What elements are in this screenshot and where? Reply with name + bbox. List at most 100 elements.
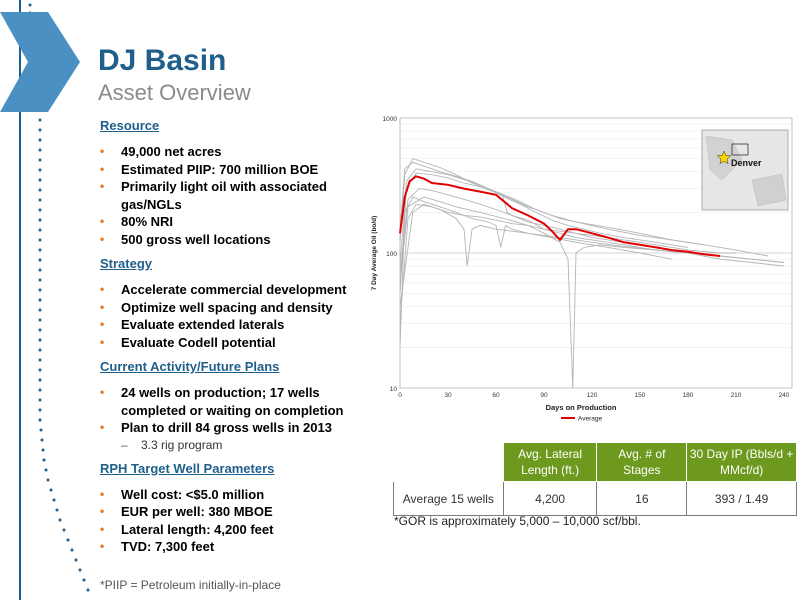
list-item: • 500 gross well locations (100, 231, 362, 249)
well-summary-table: Avg. Lateral Length (ft.) Avg. # of Stag… (393, 442, 797, 516)
list-item: • TVD: 7,300 feet (100, 538, 362, 556)
bullet-list: • 24 wells on production; 17 wells comple… (100, 384, 362, 453)
well-series-line (399, 161, 689, 248)
bullet-dot-icon: • (100, 299, 105, 314)
x-tick-label: 90 (540, 392, 548, 399)
list-item-text: 24 wells on production; 17 wells complet… (121, 385, 344, 418)
legend-label: Average (578, 416, 602, 423)
list-item: • Evaluate Codell potential (100, 334, 362, 352)
table-cell: 393 / 1.49 (686, 481, 797, 516)
bullet-dot-icon: • (100, 282, 105, 296)
list-item: • EUR per well: 380 MBOE (100, 503, 362, 521)
map-highlight-box (731, 143, 749, 156)
section-heading: Current Activity/Future Plans (100, 359, 280, 374)
list-item-text: Accelerate commercial development (121, 282, 347, 297)
table-cell: 16 (596, 481, 688, 516)
list-item: • Primarily light oil with associated gas… (100, 178, 362, 213)
bullet-dot-icon: • (100, 539, 105, 553)
bullet-dot-icon: • (100, 161, 105, 176)
list-item: • Lateral length: 4,200 feet (100, 521, 362, 539)
page-title: DJ Basin (98, 44, 227, 77)
x-tick-label: 240 (779, 392, 790, 399)
y-axis-label: 7 Day Average Oil (bo/d) (371, 216, 378, 291)
y-tick-label: 1000 (383, 116, 398, 123)
bullet-dot-icon: • (100, 317, 105, 331)
x-tick-label: 0 (398, 392, 402, 399)
bullet-dot-icon: • (100, 486, 105, 501)
x-axis-label: Days on Production (546, 403, 617, 412)
list-item-text: 49,000 net acres (121, 144, 222, 159)
well-series-line (399, 168, 705, 267)
bullet-column: Resource • 49,000 net acres • Estimated PIIP… (100, 118, 362, 564)
sub-list-item: –3.3 rig program (100, 437, 362, 453)
map-terrain (751, 173, 787, 207)
bullet-list: • Well cost: <$5.0 million • EUR per well: … (100, 486, 362, 556)
list-item-text: TVD: 7,300 feet (121, 539, 215, 554)
table-header-cell: 30 Day IP (Bbls/d + MMcf/d) (686, 442, 797, 482)
table-header-cell (393, 442, 504, 482)
list-item-text: 80% NRI (121, 214, 174, 229)
list-item: • Accelerate commercial development (100, 281, 362, 299)
list-item-text: Lateral length: 4,200 feet (121, 521, 274, 537)
list-item: • 24 wells on production; 17 wells comple… (100, 384, 362, 419)
list-item-text: Estimated PIIP: 700 million BOE (121, 161, 319, 177)
list-item: • 80% NRI (100, 213, 362, 231)
average-series-line (399, 175, 721, 257)
x-tick-label: 180 (683, 392, 694, 399)
x-tick-label: 60 (492, 392, 500, 399)
footnote: *PIIP = Petroleum initially-in-place (100, 578, 281, 592)
section-heading: Resource (100, 118, 160, 133)
list-item-text: Evaluate Codell potential (121, 334, 276, 350)
list-item: • Optimize well spacing and density (100, 299, 362, 317)
list-item-text: Evaluate extended laterals (121, 317, 285, 332)
x-tick-label: 210 (731, 392, 742, 399)
decorative-left-band (0, 0, 90, 600)
bullet-dot-icon: • (100, 179, 105, 193)
bullet-dot-icon: • (100, 231, 105, 246)
well-series-line (399, 188, 736, 274)
list-item: • 49,000 net acres (100, 143, 362, 161)
list-item-text: Primarily light oil with associated gas/… (121, 179, 327, 212)
well-series-line (399, 203, 721, 307)
table-note: *GOR is approximately 5,000 – 10,000 scf… (394, 514, 641, 528)
list-item-text: Optimize well spacing and density (121, 299, 333, 315)
production-chart: 10 100 1000 0 30 60 90 120 150 180 210 240 Days on P… (371, 116, 793, 423)
table-cell: Average 15 wells (393, 481, 504, 516)
bullet-dot-icon: • (100, 144, 105, 158)
bullet-dot-icon: • (100, 420, 105, 434)
section-heading: RPH Target Well Parameters (100, 460, 275, 476)
sub-list-item-text: 3.3 rig program (141, 437, 223, 452)
well-series-line (399, 196, 673, 348)
table-cell: 4,200 (502, 481, 598, 516)
x-tick-label: 30 (444, 392, 452, 399)
star-icon (716, 150, 732, 165)
section-gap (100, 351, 362, 359)
section-gap (100, 453, 362, 461)
map-label: Denver (731, 158, 762, 168)
bullet-dot-icon: • (100, 504, 105, 518)
bullet-dot-icon: • (100, 334, 105, 349)
bullet-list: • Accelerate commercial development • Optim… (100, 281, 362, 351)
bullet-dot-icon: • (100, 385, 105, 399)
dash-icon: – (121, 437, 128, 452)
table-header-cell: Avg. Lateral Length (ft.) (502, 442, 598, 482)
bullet-dot-icon: • (100, 214, 105, 228)
x-tick-label: 150 (635, 392, 646, 399)
table-row: Average 15 wells 4,200 16 393 / 1.49 (393, 481, 797, 516)
well-series-line (399, 196, 785, 389)
bullet-list: • 49,000 net acres • Estimated PIIP: 700 mi… (100, 143, 362, 248)
chevron-shape (0, 12, 80, 112)
y-tick-label: 10 (390, 386, 398, 393)
table-header-row: Avg. Lateral Length (ft.) Avg. # of Stag… (393, 442, 797, 482)
section-gap (100, 248, 362, 256)
list-item: • Well cost: <$5.0 million (100, 486, 362, 504)
section-heading: Strategy (100, 256, 153, 271)
x-tick-label: 120 (587, 392, 598, 399)
list-item-text: EUR per well: 380 MBOE (121, 504, 273, 519)
bullet-dot-icon: • (100, 521, 105, 536)
list-item-text: 500 gross well locations (121, 231, 271, 247)
list-item: • Plan to drill 84 gross wells in 2013 (100, 419, 362, 437)
list-item-text: Plan to drill 84 gross wells in 2013 (121, 420, 332, 435)
list-item: • Estimated PIIP: 700 million BOE (100, 161, 362, 179)
y-tick-label: 100 (386, 251, 397, 258)
